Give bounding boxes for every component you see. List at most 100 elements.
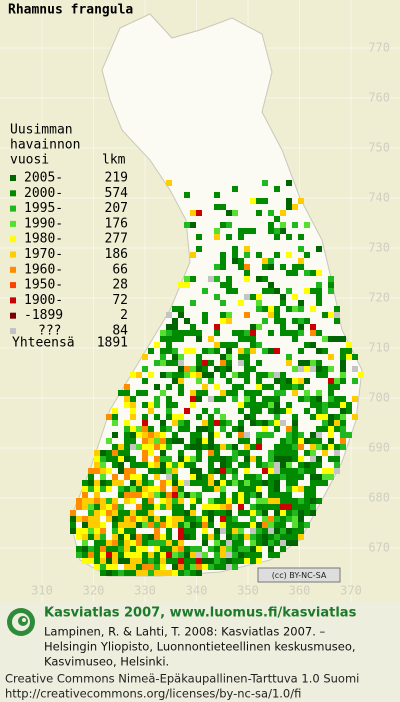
record-square	[160, 492, 166, 498]
record-square	[196, 360, 202, 366]
record-square	[226, 558, 232, 564]
record-square	[214, 408, 220, 414]
record-square	[256, 372, 262, 378]
record-square	[310, 474, 316, 480]
record-square	[310, 288, 316, 294]
record-square	[250, 348, 256, 354]
record-square	[250, 336, 256, 342]
record-square	[166, 504, 172, 510]
record-square	[286, 480, 292, 486]
record-square	[184, 372, 190, 378]
record-square	[184, 444, 190, 450]
record-square	[322, 468, 328, 474]
record-square	[250, 396, 256, 402]
record-square	[202, 480, 208, 486]
record-square	[310, 486, 316, 492]
x-label: 330	[134, 584, 156, 598]
record-square	[160, 522, 166, 528]
record-square	[76, 504, 82, 510]
total-value: 1891	[97, 336, 128, 351]
legend-label: 1970-	[24, 247, 63, 262]
record-square	[136, 432, 142, 438]
record-square	[202, 312, 208, 318]
record-square	[238, 228, 244, 234]
record-square	[166, 456, 172, 462]
record-square	[256, 390, 262, 396]
record-square	[250, 504, 256, 510]
record-square	[226, 210, 232, 216]
record-square	[256, 504, 262, 510]
record-square	[202, 558, 208, 564]
record-square	[172, 564, 178, 570]
record-square	[274, 312, 280, 318]
record-square	[184, 516, 190, 522]
record-square	[262, 498, 268, 504]
record-square	[262, 504, 268, 510]
record-square	[232, 558, 238, 564]
record-square	[340, 402, 346, 408]
record-square	[178, 486, 184, 492]
record-square	[322, 444, 328, 450]
record-square	[304, 342, 310, 348]
record-square	[208, 546, 214, 552]
record-square	[214, 396, 220, 402]
record-square	[352, 414, 358, 420]
record-square	[172, 498, 178, 504]
record-square	[118, 558, 124, 564]
record-square	[274, 450, 280, 456]
record-square	[208, 480, 214, 486]
record-square	[220, 444, 226, 450]
record-square	[328, 378, 334, 384]
record-square	[244, 414, 250, 420]
record-square	[208, 372, 214, 378]
record-square	[334, 444, 340, 450]
record-square	[160, 558, 166, 564]
record-square	[256, 384, 262, 390]
record-square	[154, 402, 160, 408]
record-square	[274, 414, 280, 420]
record-square	[226, 348, 232, 354]
y-label: 690	[368, 441, 390, 455]
record-square	[226, 504, 232, 510]
record-square	[82, 492, 88, 498]
record-square	[268, 312, 274, 318]
record-square	[154, 396, 160, 402]
record-square	[88, 528, 94, 534]
record-square	[172, 420, 178, 426]
record-square	[286, 450, 292, 456]
record-square	[166, 516, 172, 522]
record-square	[286, 516, 292, 522]
record-square	[328, 312, 334, 318]
record-square	[232, 546, 238, 552]
record-square	[316, 330, 322, 336]
record-square	[334, 384, 340, 390]
record-square	[232, 258, 238, 264]
record-square	[304, 468, 310, 474]
record-square	[154, 546, 160, 552]
record-square	[112, 528, 118, 534]
record-square	[154, 486, 160, 492]
legend-count: 72	[112, 293, 128, 308]
record-square	[106, 564, 112, 570]
record-square	[328, 354, 334, 360]
record-square	[286, 492, 292, 498]
record-square	[268, 348, 274, 354]
record-square	[214, 540, 220, 546]
record-square	[196, 438, 202, 444]
record-square	[274, 462, 280, 468]
record-square	[280, 504, 286, 510]
record-square	[298, 246, 304, 252]
record-square	[208, 462, 214, 468]
record-square	[124, 546, 130, 552]
record-square	[208, 534, 214, 540]
record-square	[238, 534, 244, 540]
record-square	[238, 348, 244, 354]
legend-count: 176	[105, 216, 128, 231]
record-square	[340, 366, 346, 372]
record-square	[298, 528, 304, 534]
record-square	[136, 444, 142, 450]
record-square	[298, 330, 304, 336]
record-square	[70, 528, 76, 534]
record-square	[304, 492, 310, 498]
record-square	[178, 522, 184, 528]
